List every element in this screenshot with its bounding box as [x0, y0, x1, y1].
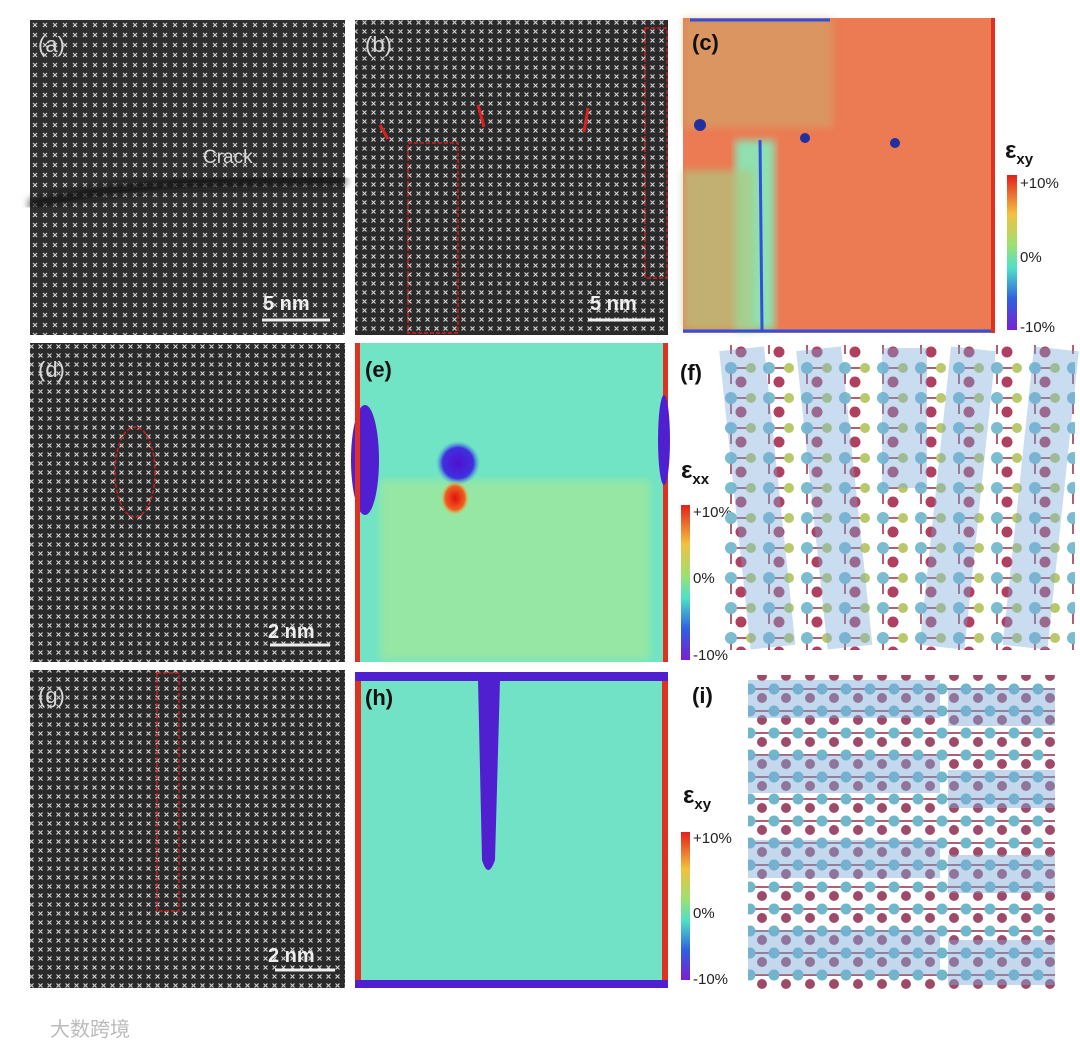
colorbar-label: +10%: [693, 504, 732, 521]
panel-label: (d): [38, 357, 65, 382]
panel-label: (e): [365, 357, 392, 382]
highlight-ellipse: [114, 426, 156, 518]
colorbar-label: -10%: [693, 971, 728, 988]
colorbar-label: -10%: [1020, 319, 1055, 336]
atom-row: [748, 680, 940, 718]
panel-label: (f): [680, 360, 702, 385]
panel-label: (h): [365, 685, 393, 710]
strain-region: [658, 395, 670, 485]
strain-region: [683, 170, 753, 330]
strain-edge: [663, 343, 668, 662]
colorbar: [681, 832, 690, 980]
strain-map: [355, 672, 668, 988]
colorbar: [1007, 175, 1017, 330]
atomic-model: [748, 675, 1055, 990]
crack: [29, 175, 346, 210]
atom-row: [748, 755, 940, 793]
strain-line: [478, 680, 500, 870]
strain-edge: [355, 672, 668, 681]
atom-column: [796, 346, 873, 650]
atoms: [725, 345, 1075, 650]
atom-row: [948, 940, 1055, 985]
strain-region: [380, 480, 650, 660]
highlight-box: [156, 672, 180, 912]
atom-column: [919, 346, 996, 650]
stem-image: [30, 343, 345, 662]
colorbar-label: -10%: [693, 647, 728, 664]
strain-edge: [355, 980, 668, 988]
strain-edge: [662, 672, 668, 988]
strain-core: [800, 133, 810, 143]
atom-row: [748, 930, 940, 975]
panel-label: (i): [692, 683, 713, 708]
panel-label: (b): [365, 32, 392, 57]
annotation: Crack: [203, 147, 253, 168]
strain-core: [694, 119, 706, 131]
strain-region: [683, 18, 833, 128]
colorbar-label: 0%: [1020, 249, 1042, 266]
atom-column: [882, 348, 927, 488]
strain-core: [890, 138, 900, 148]
strain-edge: [355, 343, 360, 662]
panel-label: (c): [692, 30, 719, 55]
highlight-box: [407, 142, 459, 334]
atomic-model: [719, 345, 1079, 650]
colorbar-title: εxy: [1005, 137, 1034, 168]
colorbar-title: εxx: [681, 457, 710, 488]
scale-bar-label: 5 nm: [590, 293, 637, 315]
strain-core: [441, 481, 469, 515]
colorbar: [681, 505, 690, 660]
highlight-box: [644, 27, 668, 279]
colorbar-label: +10%: [693, 830, 732, 847]
colorbar-label: 0%: [693, 570, 715, 587]
strain-core: [436, 441, 480, 485]
watermark: 大数跨境: [50, 1018, 130, 1041]
atom-row: [948, 688, 1055, 726]
atom-row: [948, 855, 1055, 893]
strain-edge: [355, 672, 361, 988]
atom-row: [948, 770, 1055, 808]
atoms: [748, 675, 1055, 990]
atom-row: [748, 840, 940, 878]
stem-image: [355, 20, 668, 335]
scale-bar-label: 2 nm: [268, 945, 315, 967]
colorbar-title: εxy: [683, 782, 712, 813]
strain-line: [758, 139, 764, 331]
atom-column: [1002, 346, 1079, 650]
atom-column: [719, 346, 796, 650]
panel-label: (g): [38, 683, 65, 708]
colorbar-label: +10%: [1020, 175, 1059, 192]
scale-bar-label: 2 nm: [268, 621, 315, 643]
stem-image: [30, 670, 345, 988]
dislocation-mark: [378, 104, 590, 140]
scale-bar-label: 5 nm: [263, 293, 310, 315]
panel-label: (a): [38, 32, 65, 57]
colorbar-label: 0%: [693, 905, 715, 922]
